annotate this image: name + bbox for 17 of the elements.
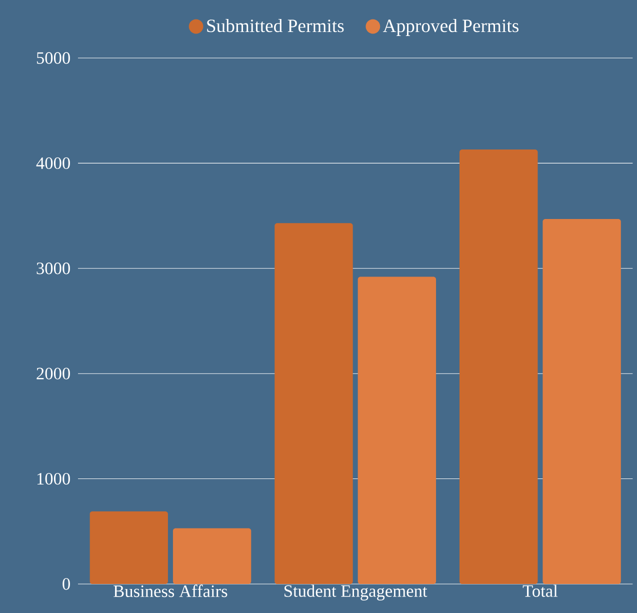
bar: [542, 218, 621, 584]
y-tick-label: 1000: [37, 472, 70, 485]
y-tick-label: 5000: [36, 52, 70, 64]
x-tick-label: Student Engagement: [284, 584, 428, 600]
bar: [358, 276, 436, 584]
y-tick-label: 3000: [36, 262, 70, 274]
x-tick-label: Business Affairs: [114, 584, 228, 598]
legend-label: Submitted Permits: [207, 19, 344, 32]
bar: [90, 511, 168, 584]
y-tick-label: 2000: [36, 368, 70, 380]
x-tick-label: Total: [522, 584, 558, 597]
bar: [460, 150, 538, 584]
legend-label: Approved Permits: [382, 19, 518, 36]
y-tick-label: 0: [62, 578, 70, 590]
y-tick-label: 4000: [36, 157, 70, 170]
bar: [274, 223, 353, 584]
bar: [172, 528, 252, 584]
